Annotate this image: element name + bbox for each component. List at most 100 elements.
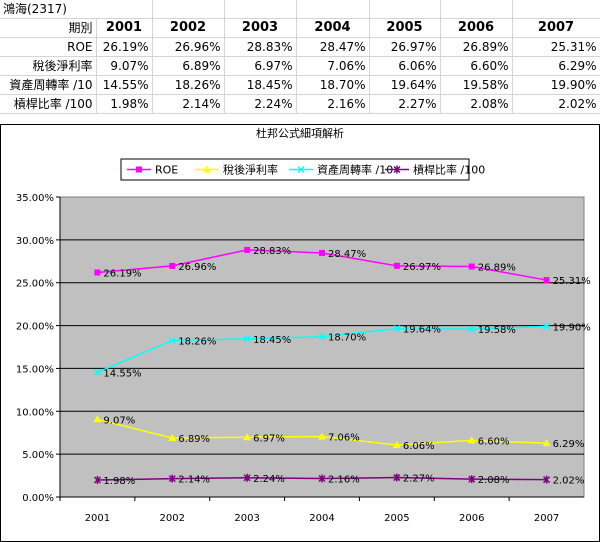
table-cell[interactable]: 2.14% [152,94,225,114]
data-label: 1.98% [103,476,135,487]
table-cell[interactable]: 26.96% [152,37,225,57]
row-label[interactable]: 槓桿比率 /100 [0,94,97,114]
table-cell[interactable]: 7.06% [296,56,370,76]
legend-marker [203,165,211,173]
data-point [243,335,251,343]
sheet-title[interactable]: 鴻海(2317) [0,0,96,19]
data-point [318,333,326,341]
legend-marker [136,166,142,173]
year-header[interactable]: 2001 [96,18,153,38]
data-label: 25.31% [553,276,591,287]
table-cell[interactable]: 18.70% [296,75,370,95]
table-cell[interactable] [369,0,441,19]
data-label: 26.97% [403,262,441,273]
table-cell[interactable]: 2.08% [440,94,513,114]
table-cell[interactable] [96,0,153,19]
table-cell[interactable]: 25.31% [512,37,600,57]
table-cell[interactable]: 6.29% [512,56,600,76]
data-label: 19.58% [478,325,516,336]
table-row: 資產周轉率 /10 14.55% 18.26% 18.45% 18.70% 19… [0,75,600,95]
data-label: 14.55% [103,368,141,379]
year-header[interactable]: 2007 [512,18,600,38]
y-tick-label: 10.00% [16,407,54,418]
data-point [243,473,251,482]
data-point [468,475,476,484]
table-cell[interactable]: 18.26% [152,75,225,95]
data-label: 7.06% [328,432,360,443]
table-cell[interactable]: 19.90% [512,75,600,95]
data-point [393,473,401,482]
table-cell[interactable]: 2.27% [369,94,441,114]
table-cell[interactable]: 19.64% [369,75,441,95]
legend-label: 槓桿比率 /100 [413,163,485,177]
legend-label: ROE [155,164,178,177]
table-cell[interactable]: 26.89% [440,37,513,57]
table-cell[interactable]: 28.47% [296,37,370,57]
table-cell[interactable]: 26.19% [96,37,153,57]
table-cell[interactable]: 6.06% [369,56,441,76]
table-cell[interactable] [512,0,600,19]
data-label: 19.64% [403,325,441,336]
y-tick-label: 30.00% [16,236,54,247]
data-point [168,336,176,345]
data-point [243,433,252,441]
data-label: 2.08% [478,475,510,486]
table-cell[interactable]: 26.97% [369,37,441,57]
table-row: 稅後淨利率 9.07% 6.89% 6.97% 7.06% 6.06% 6.60… [0,56,600,76]
year-header[interactable]: 2003 [224,18,297,38]
table-cell[interactable]: 6.89% [152,56,225,76]
table-cell[interactable]: 9.07% [96,56,153,76]
chart-object[interactable]: 杜邦公式細項解析 ROE 稅後淨利率 資產周轉率 /10 槓桿比率 /100 0.00% 5… [0,124,600,542]
data-point [543,277,550,284]
data-point [543,322,551,330]
header-row: 期別 2001 2002 2003 2004 2005 2006 2007 [0,18,600,38]
table-cell[interactable]: 18.45% [224,75,297,95]
data-point [244,246,251,253]
table-cell[interactable] [296,0,370,19]
data-point [393,325,401,333]
data-point [468,325,476,333]
year-header[interactable]: 2006 [440,18,513,38]
data-label: 2.14% [178,475,210,486]
table-cell[interactable]: 2.16% [296,94,370,114]
row-label[interactable]: 資產周轉率 /10 [0,75,97,95]
data-label: 2.24% [253,474,285,485]
data-point [168,433,177,441]
y-tick-label: 5.00% [22,450,54,461]
legend-marker [297,165,305,174]
legend-label: 稅後淨利率 [223,163,278,177]
year-header[interactable]: 2005 [369,18,441,38]
table-cell[interactable] [440,0,513,19]
table-cell[interactable]: 2.24% [224,94,297,114]
y-tick-label: 35.00% [16,193,54,204]
table-cell[interactable]: 6.60% [440,56,513,76]
table-cell[interactable]: 19.58% [440,75,513,95]
data-point [392,441,401,449]
data-point [168,474,176,483]
data-label: 28.83% [253,246,291,257]
row-label[interactable]: ROE [0,37,97,57]
plot-area [59,196,585,498]
table-cell[interactable]: 1.98% [96,94,153,114]
data-label: 6.06% [403,441,435,452]
data-point [318,474,326,483]
period-header[interactable]: 期別 [0,18,97,38]
data-point [467,436,476,444]
data-point [543,475,551,484]
table-cell[interactable]: 2.02% [512,94,600,114]
table-cell[interactable] [224,0,297,19]
data-label: 19.90% [553,322,591,333]
table-cell[interactable]: 28.83% [224,37,297,57]
table-cell[interactable]: 14.55% [96,75,153,95]
data-label: 9.07% [103,415,135,426]
data-point [318,432,326,440]
year-header[interactable]: 2004 [296,18,370,38]
table-cell[interactable] [152,0,225,19]
data-label: 26.19% [103,269,141,280]
data-label: 6.29% [553,439,585,450]
year-header[interactable]: 2002 [152,18,225,38]
table-cell[interactable]: 6.97% [224,56,297,76]
data-label: 2.27% [403,474,435,485]
row-label[interactable]: 稅後淨利率 [0,56,97,76]
x-tick-label: 2002 [160,513,185,524]
